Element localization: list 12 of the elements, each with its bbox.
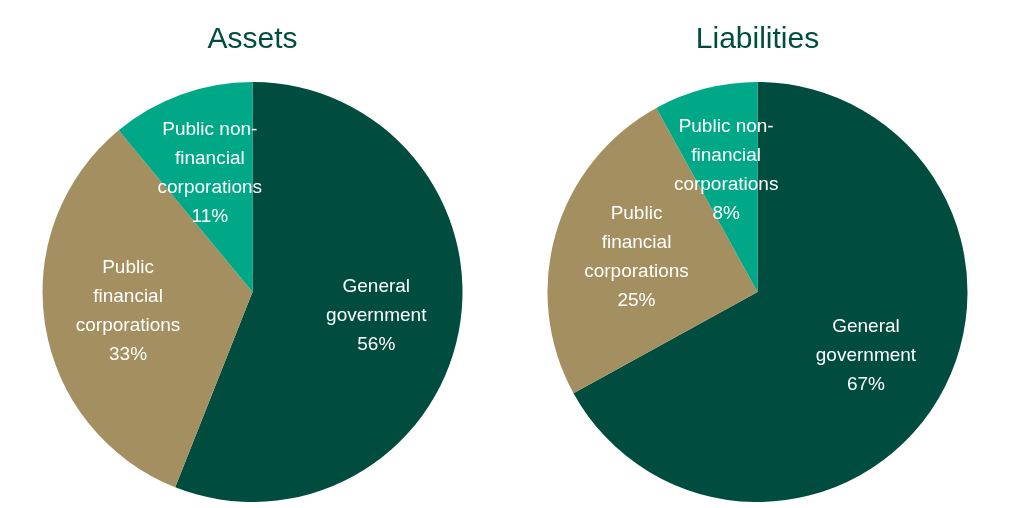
slice-label: Public financial corporations xyxy=(584,201,689,281)
data-label: 8% xyxy=(712,201,740,223)
data-label: 67% xyxy=(846,373,886,395)
chart-title: Liabilities xyxy=(695,21,820,55)
slice-label: General government xyxy=(326,274,428,325)
chart-title: Assets xyxy=(207,21,298,55)
data-label: 33% xyxy=(109,343,148,365)
data-label: 56% xyxy=(357,332,396,354)
data-label: 11% xyxy=(191,205,229,227)
slice-label: Public financial corporations xyxy=(75,256,181,336)
slice-label: General government xyxy=(815,315,917,366)
data-label: 25% xyxy=(617,288,656,310)
